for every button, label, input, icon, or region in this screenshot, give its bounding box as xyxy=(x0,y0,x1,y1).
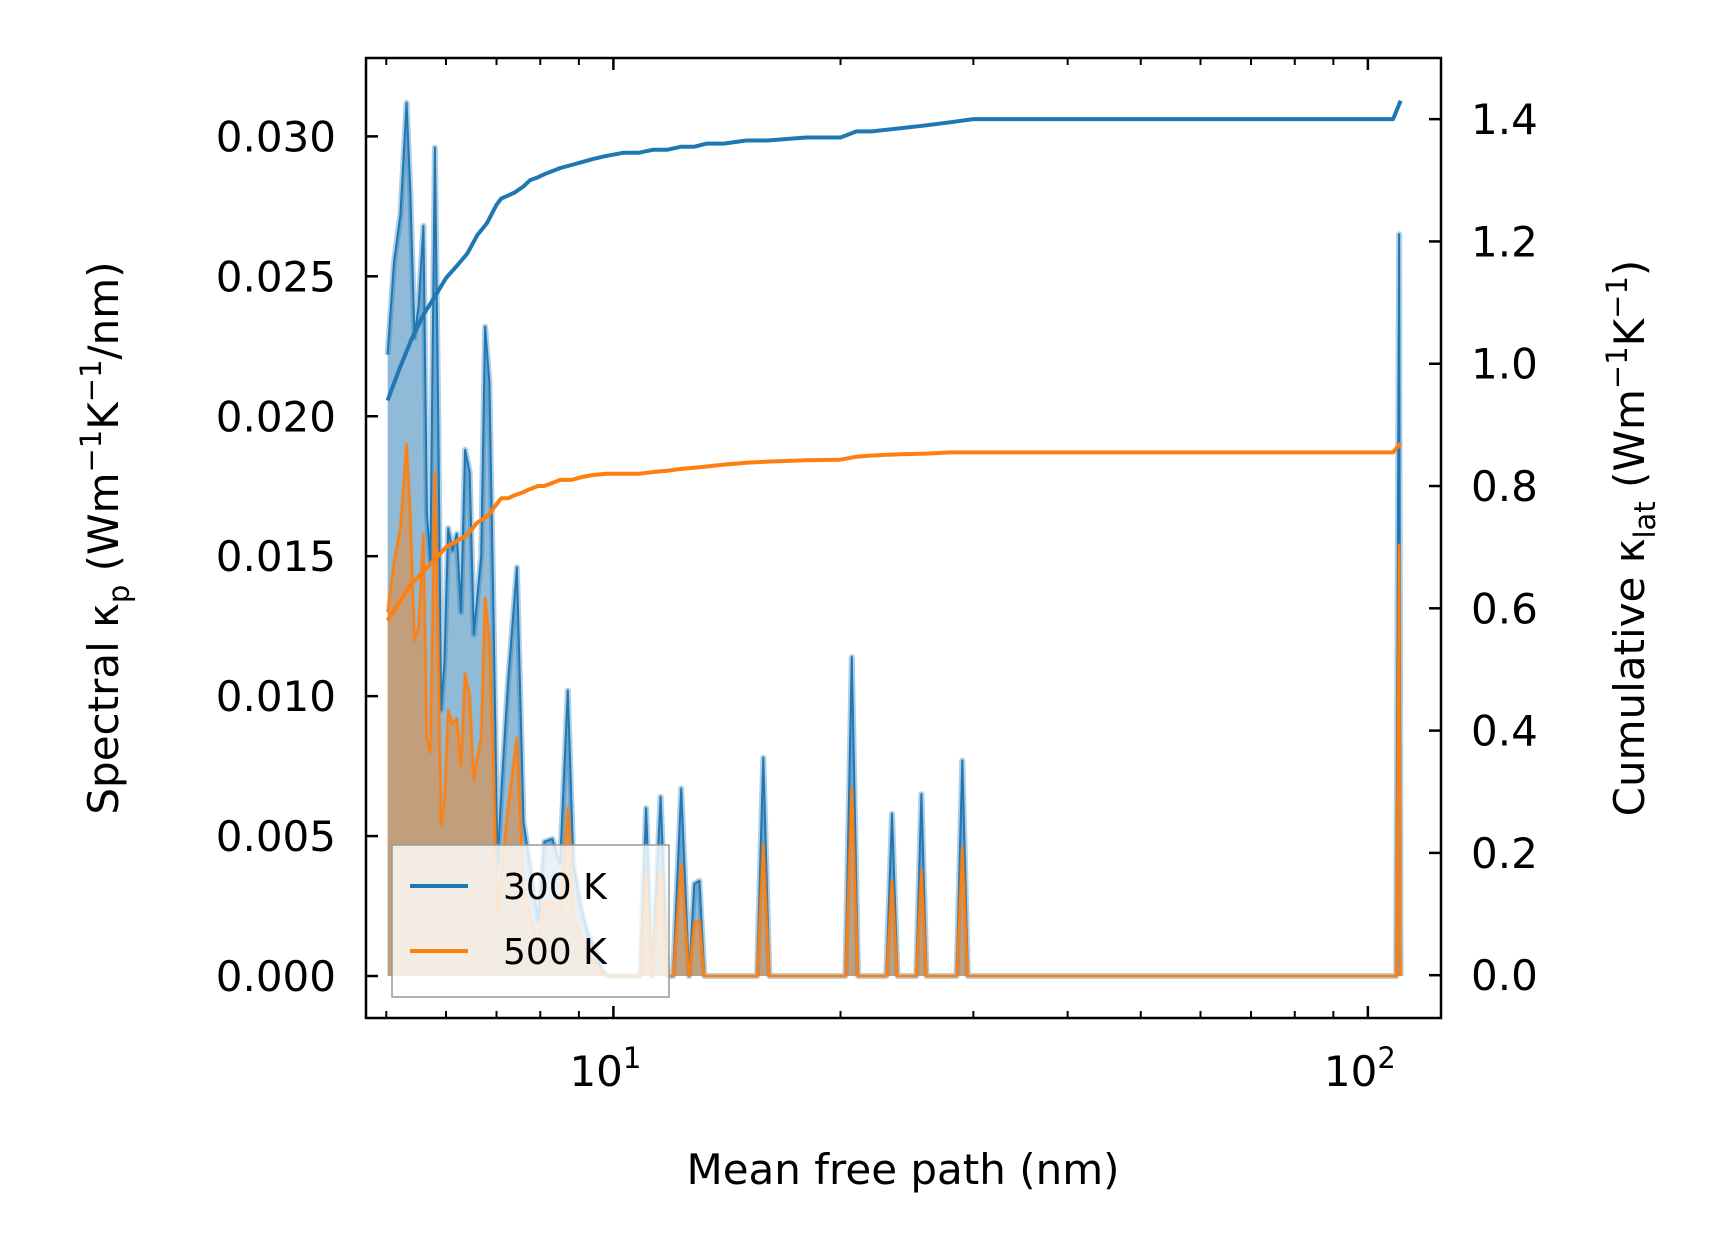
legend-label-500k: 500 K xyxy=(503,932,608,973)
x-tick-base: 10 xyxy=(569,1047,622,1096)
y-title-sub: p xyxy=(102,585,136,603)
y2-title-exp2: −1 xyxy=(1600,276,1634,319)
y-title-units-close: /nm) xyxy=(79,261,128,359)
y-tick-label: 0.015 xyxy=(216,532,336,581)
y2-tick-label: 0.2 xyxy=(1471,829,1538,878)
ticks-layer: 0.000 0.005 0.010 0.015 0.020 0.025 0.030 0.0 0.… xyxy=(216,58,1538,1096)
cumulative-line-300k xyxy=(385,100,1403,402)
y-axis-title: Spectral κp (Wm−1K−1/nm) xyxy=(74,261,136,814)
y2-title-units-open: (Wm xyxy=(1605,389,1654,501)
y2-tick-label: 0.6 xyxy=(1471,584,1538,633)
y2-tick-label: 0.4 xyxy=(1471,707,1538,756)
y-title-exp2: −1 xyxy=(74,359,108,402)
y2-tick-label: 1.4 xyxy=(1471,95,1538,144)
y-tick-label: 0.010 xyxy=(216,672,336,721)
y2-tick-label: 0.8 xyxy=(1471,462,1538,511)
legend-box xyxy=(391,844,670,998)
y2-title-units-close: ) xyxy=(1605,260,1654,276)
y2-tick-label: 0.0 xyxy=(1471,951,1538,1000)
y-tick-label: 0.020 xyxy=(216,392,336,441)
cumulative-line-500k xyxy=(385,441,1403,622)
x-tick-label: 101 xyxy=(569,1041,641,1096)
y2-title-sub: lat xyxy=(1628,501,1662,538)
x-tick-exponent: 2 xyxy=(1377,1041,1395,1075)
legend: 300 K 500 K xyxy=(391,844,670,998)
y-title-main: Spectral κ xyxy=(79,603,128,815)
y-title-units-open: (Wm xyxy=(79,473,128,585)
y2-title-main: Cumulative κ xyxy=(1605,539,1654,817)
y2-title-mid: K xyxy=(1605,317,1654,346)
y2-tick-label: 1.2 xyxy=(1471,217,1538,266)
x-tick-exponent: 1 xyxy=(623,1041,641,1075)
y-tick-label: 0.005 xyxy=(216,812,336,861)
y-title-mid: K xyxy=(79,401,128,430)
y2-title-exp1: −1 xyxy=(1600,346,1634,389)
y2-axis-title: Cumulative κlat (Wm−1K−1) xyxy=(1600,260,1662,817)
y-tick-label: 0.000 xyxy=(216,952,336,1001)
axes-frame xyxy=(364,56,1443,1020)
legend-label-300k: 300 K xyxy=(503,867,608,908)
y-tick-label: 0.025 xyxy=(216,252,336,301)
x-tick-label: 102 xyxy=(1324,1041,1396,1096)
x-tick-base: 10 xyxy=(1324,1047,1377,1096)
y-title-exp1: −1 xyxy=(74,430,108,473)
x-axis-title: Mean free path (nm) xyxy=(686,1145,1119,1194)
y-tick-label: 0.030 xyxy=(216,112,336,161)
y2-tick-label: 1.0 xyxy=(1471,340,1538,389)
